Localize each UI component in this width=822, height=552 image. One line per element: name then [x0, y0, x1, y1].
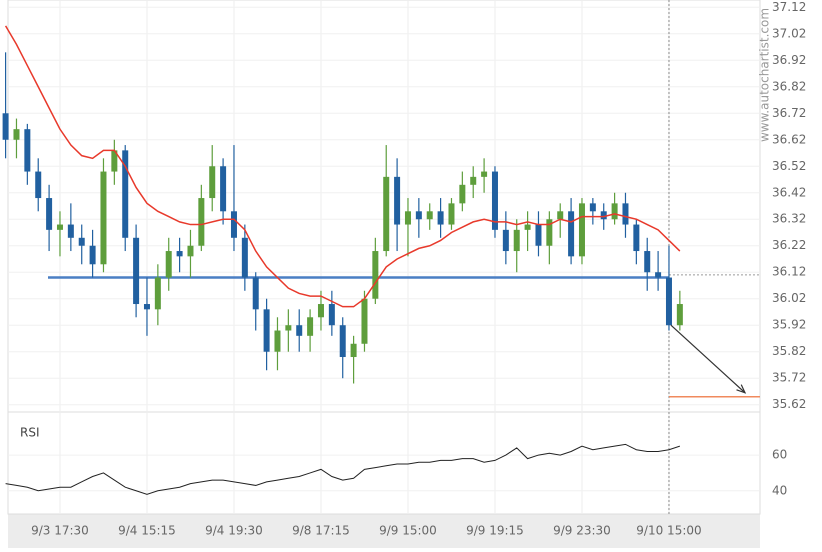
candle-body	[13, 129, 20, 140]
candle-body	[622, 203, 629, 225]
candle-body	[568, 211, 575, 257]
y-tick-label: 35.82	[772, 344, 806, 358]
candle-body	[578, 203, 585, 257]
y-tick-label: 37.02	[772, 26, 806, 40]
candle-body	[317, 304, 324, 318]
candle-body	[448, 203, 455, 225]
candle-body	[56, 224, 63, 230]
candle-body	[676, 304, 683, 326]
candle-body	[100, 171, 107, 265]
candle-body	[513, 229, 520, 252]
candle-body	[600, 211, 607, 220]
candle-body	[241, 237, 248, 278]
candle-body	[524, 224, 531, 230]
candle-body	[633, 224, 640, 252]
candle-body	[339, 325, 346, 358]
candle-body	[35, 171, 42, 199]
rsi-label: RSI	[20, 426, 40, 440]
candle-body	[285, 325, 292, 331]
candle-body	[655, 272, 662, 278]
x-tick-label: 9/9 15:00	[379, 524, 437, 538]
candle-body	[426, 211, 433, 220]
candle-body	[502, 229, 509, 252]
y-tick-label: 36.12	[772, 265, 806, 279]
x-tick-label: 9/10 15:00	[636, 524, 701, 538]
candle-body	[481, 171, 488, 177]
candle-body	[209, 166, 216, 199]
candle-body	[198, 198, 205, 246]
candle-body	[133, 237, 140, 305]
candle-body	[2, 113, 9, 140]
candle-body	[350, 343, 357, 358]
candle-body	[111, 150, 118, 172]
candle-body	[122, 150, 129, 238]
forecast-arrowhead	[736, 384, 747, 394]
y-tick-label: 36.22	[772, 238, 806, 252]
candle-body	[143, 304, 150, 310]
y-tick-label: 36.82	[772, 79, 806, 93]
y-tick-label: 36.62	[772, 132, 806, 146]
candle-body	[46, 198, 53, 230]
candle-body	[187, 245, 194, 257]
candle-body	[589, 203, 596, 212]
y-tick-label: 36.42	[772, 185, 806, 199]
candle-body	[361, 298, 368, 344]
candle-body	[328, 304, 335, 326]
candle-body	[154, 277, 161, 310]
y-tick-label: 36.92	[772, 53, 806, 67]
candle-body	[274, 330, 281, 352]
candle-body	[404, 211, 411, 225]
candle-body	[89, 245, 96, 265]
candle-body	[557, 211, 564, 220]
candle-body	[437, 211, 444, 225]
candle-body	[78, 237, 85, 246]
y-tick-label: 35.72	[772, 371, 806, 385]
forecast-arrow	[670, 324, 746, 394]
candle-body	[491, 171, 498, 230]
y-tick-label: 36.02	[772, 291, 806, 305]
y-tick-label: 60	[772, 448, 787, 462]
x-tick-label: 9/9 19:15	[466, 524, 524, 538]
moving-average	[4, 25, 681, 308]
y-tick-label: 35.92	[772, 318, 806, 332]
candle-body	[307, 317, 314, 336]
candle-body	[470, 176, 477, 185]
x-tick-label: 9/4 19:30	[205, 524, 263, 538]
candle-body	[67, 224, 74, 238]
watermark: www.autochartist.com	[758, 8, 772, 142]
candle-body	[296, 325, 303, 336]
y-tick-label: 36.32	[772, 212, 806, 226]
candle-body	[165, 251, 172, 278]
candle-body	[176, 251, 183, 257]
y-tick-label: 40	[772, 483, 787, 497]
candle-body	[546, 219, 553, 246]
candle-body	[24, 129, 31, 172]
candle-body	[665, 277, 672, 326]
plot-border	[7, 0, 761, 515]
candle-body	[252, 277, 259, 310]
candle-body	[394, 176, 401, 225]
candle-body	[415, 211, 422, 220]
candle-body	[372, 251, 379, 299]
candle-body	[263, 309, 270, 352]
x-tick-label: 9/9 23:30	[553, 524, 611, 538]
y-tick-label: 36.72	[772, 106, 806, 120]
candle-body	[383, 176, 390, 252]
rsi-line	[5, 443, 681, 495]
candle-body	[230, 211, 237, 238]
x-tick-label: 9/8 17:15	[292, 524, 350, 538]
x-tick-label: 9/4 15:15	[118, 524, 176, 538]
candle-body	[535, 224, 542, 246]
x-axis-band	[8, 514, 760, 548]
candle-body	[644, 251, 651, 273]
x-tick-label: 9/3 17:30	[31, 524, 89, 538]
y-tick-label: 36.52	[772, 159, 806, 173]
y-tick-label: 35.62	[772, 397, 806, 411]
candle-body	[459, 184, 466, 204]
candle-body	[611, 203, 618, 220]
candle-body	[220, 166, 227, 212]
y-tick-label: 37.12	[772, 0, 806, 14]
